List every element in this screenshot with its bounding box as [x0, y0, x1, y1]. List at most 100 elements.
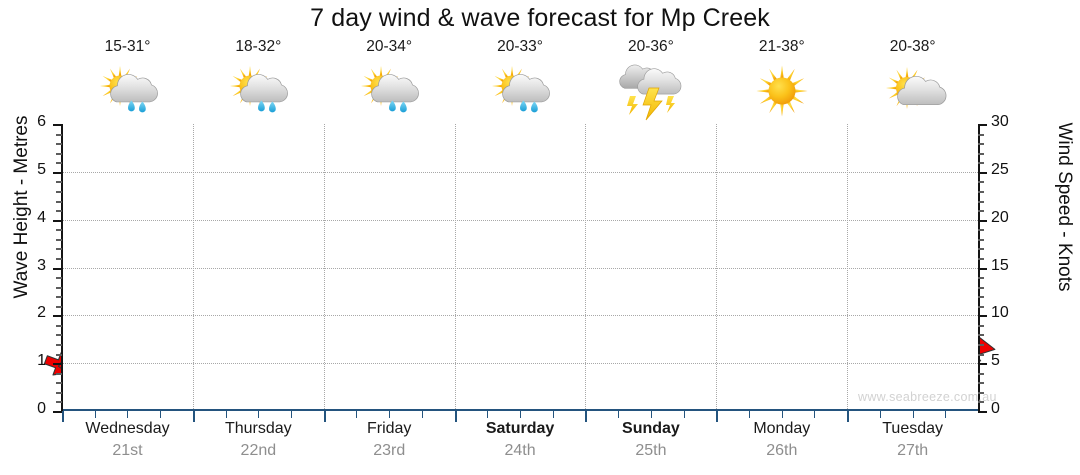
temperature-range: 18-32°: [235, 38, 282, 55]
right-axis-minor-tick: [978, 391, 984, 394]
gridline-day-boundary: [716, 124, 718, 411]
right-axis-minor-tick: [978, 152, 984, 155]
left-axis-minor-tick: [56, 143, 62, 146]
x-axis-minor-tick: [356, 411, 358, 418]
right-axis-minor-tick: [978, 248, 984, 251]
left-axis-minor-tick: [56, 296, 62, 299]
right-axis-tick-label: 10: [991, 304, 1009, 322]
left-axis-tick: [53, 267, 62, 270]
left-axis-tick-label: 0: [37, 400, 46, 417]
day-column-sunday: 20-36°: [585, 38, 716, 122]
right-axis-tick-label: 15: [991, 256, 1009, 274]
weather-icon-wrap: [455, 60, 586, 122]
x-axis-minor-tick: [487, 411, 489, 418]
left-axis-tick: [53, 124, 62, 126]
x-axis-day-tick: [585, 411, 588, 422]
right-axis-minor-tick: [978, 190, 984, 193]
x-axis-day-tick: [323, 411, 326, 422]
right-axis-minor-tick: [978, 353, 984, 356]
right-axis-title: Wind Speed - Knots: [1054, 122, 1075, 292]
x-axis-minor-tick: [749, 411, 750, 418]
sun-cloud-rain-icon: [487, 62, 553, 120]
x-axis-minor-tick: [160, 411, 162, 418]
temperature-range: 20-34°: [366, 38, 413, 55]
day-header-row: 15-31° 18-32°: [62, 38, 978, 124]
right-axis-tick: [978, 171, 987, 174]
right-axis-tick-label: 20: [991, 208, 1009, 226]
x-axis-day-tick: [62, 411, 64, 422]
day-column-thursday: 18-32°: [193, 38, 324, 122]
left-axis-minor-tick: [56, 401, 62, 404]
left-axis-minor-tick: [56, 190, 62, 193]
temperature-range: 20-38°: [889, 38, 936, 55]
day-column-saturday: 20-33°: [455, 38, 586, 122]
gridline-horizontal: [62, 315, 978, 317]
x-axis-minor-tick: [94, 411, 96, 418]
x-axis-minor-tick: [650, 411, 652, 418]
left-axis-minor-tick: [56, 248, 62, 251]
weather-icon-wrap: [193, 60, 324, 122]
temperature-range: 15-31°: [104, 38, 151, 55]
left-axis-tick-label: 3: [37, 256, 46, 274]
day-date-label: 23rd: [373, 442, 406, 459]
thunderstorm-icon: [618, 62, 684, 121]
right-axis-tick-label: 5: [991, 352, 1000, 370]
right-axis-minor-tick: [978, 344, 984, 347]
left-axis-minor-tick: [56, 257, 62, 260]
right-axis-tick: [978, 267, 987, 270]
left-axis-minor-tick: [56, 162, 62, 165]
zero-baseline: [62, 409, 978, 411]
left-axis-spine: [61, 124, 63, 413]
left-axis-minor-tick: [56, 210, 62, 213]
left-axis-minor-tick: [56, 200, 62, 203]
gridline-horizontal: [62, 219, 978, 221]
gridline-horizontal: [62, 267, 978, 269]
temperature-range: 21-38°: [758, 38, 805, 55]
x-axis-minor-tick: [225, 411, 227, 418]
day-name-label: Monday: [753, 420, 811, 437]
left-axis-tick-label: 6: [37, 113, 46, 130]
right-axis-minor-tick: [978, 133, 984, 136]
day-column-wednesday: 15-31°: [62, 38, 193, 122]
x-axis-minor-tick: [421, 411, 423, 418]
gridline-day-boundary: [323, 124, 325, 411]
right-axis-tick: [978, 124, 987, 126]
x-axis-day-tick: [454, 411, 457, 422]
gridline-horizontal: [62, 363, 978, 365]
left-axis-tick: [53, 315, 62, 318]
x-axis-minor-tick: [520, 411, 521, 418]
right-axis-tick: [978, 411, 987, 413]
left-axis-minor-tick: [56, 372, 62, 375]
right-axis-minor-tick: [978, 305, 984, 308]
sun-cloud-rain-icon: [225, 62, 291, 120]
day-date-label: 26th: [766, 442, 798, 459]
right-axis-minor-tick: [978, 296, 984, 299]
right-axis-minor-tick: [978, 401, 984, 404]
day-name-label: Sunday: [622, 420, 680, 437]
page-title: 7 day wind & wave forecast for Mp Creek: [310, 4, 770, 32]
right-axis-minor-tick: [978, 277, 984, 280]
weather-icon-wrap: [847, 60, 978, 122]
weather-icon-wrap: [716, 60, 847, 122]
right-axis-minor-tick: [978, 382, 984, 385]
x-axis-minor-tick: [389, 411, 391, 418]
left-axis-minor-tick: [56, 286, 62, 289]
left-axis-minor-tick: [56, 277, 62, 280]
day-date-label: 22nd: [240, 442, 277, 459]
gridline-day-boundary: [847, 124, 849, 411]
left-axis-minor-tick: [56, 334, 62, 337]
weather-icon-wrap: [62, 60, 193, 122]
right-axis-minor-tick: [978, 257, 984, 260]
day-label-row: Wednesday 21st Thursday 22nd Friday 23rd Satur…: [62, 420, 978, 472]
left-axis-tick: [53, 363, 62, 366]
x-axis-minor-tick: [912, 411, 914, 418]
left-axis-minor-tick: [56, 238, 62, 241]
right-axis-minor-tick: [978, 238, 984, 241]
left-axis-minor-tick: [56, 133, 62, 136]
right-axis-tick: [978, 219, 987, 222]
right-axis-minor-tick: [978, 324, 984, 327]
x-axis-minor-tick: [814, 411, 816, 418]
gridline-day-boundary: [454, 124, 456, 411]
x-axis-minor-tick: [291, 411, 292, 418]
